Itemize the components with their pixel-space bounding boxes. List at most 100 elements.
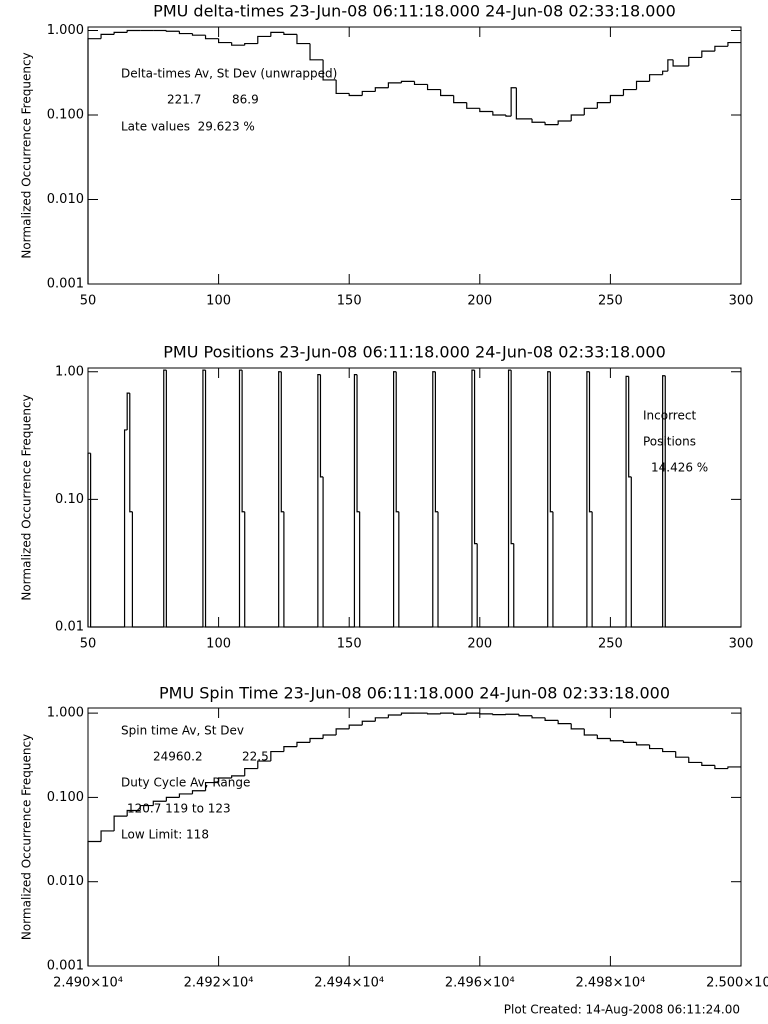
x-tick-label: 50: [80, 637, 97, 652]
annotation: 86.9: [232, 93, 259, 107]
histogram-step: [191, 33, 206, 36]
histogram-step: [395, 371, 399, 513]
histogram-step: [570, 723, 585, 730]
histogram-step: [322, 476, 355, 628]
annotation: Spin time Av, St Dev: [121, 724, 244, 738]
histogram-step: [335, 79, 350, 95]
histogram-step: [359, 511, 394, 628]
histogram-step: [218, 38, 232, 44]
histogram-step: [510, 87, 517, 117]
histogram-step: [361, 720, 376, 726]
histogram-step: [353, 373, 358, 627]
histogram-step: [270, 31, 284, 37]
annotation: 24960.2: [153, 750, 203, 764]
x-tick-label: 300: [729, 294, 754, 309]
histogram-step: [515, 87, 533, 120]
histogram-step: [688, 757, 702, 764]
histogram-step: [531, 715, 546, 719]
y-tick-label: 1.000: [47, 706, 84, 721]
histogram-step: [426, 713, 441, 715]
histogram-step: [398, 511, 433, 628]
histogram-step: [440, 89, 454, 97]
x-tick-label: 150: [337, 294, 362, 309]
histogram-step: [165, 30, 180, 32]
histogram-step: [622, 740, 637, 743]
chart-title: PMU Positions 23-Jun-08 06:11:18.000 24-…: [163, 343, 666, 362]
y-tick-label: 1.00: [55, 364, 84, 379]
histogram-step: [701, 50, 715, 58]
x-tick-label: 2.496×10⁴: [445, 976, 515, 991]
histogram-step: [586, 371, 590, 627]
histogram-step: [648, 744, 663, 750]
annotation: Duty Cycle Av, Range: [121, 776, 250, 790]
histogram-step: [507, 369, 512, 627]
histogram-step: [628, 376, 632, 478]
histogram-step: [557, 120, 572, 125]
x-tick-label: 200: [467, 294, 492, 309]
histogram-step: [667, 59, 674, 72]
histogram-step: [204, 35, 219, 40]
histogram-step: [549, 371, 553, 513]
histogram-step: [630, 476, 663, 628]
histogram-step: [648, 74, 663, 82]
histogram-step: [244, 767, 258, 776]
histogram-step: [361, 90, 376, 96]
histogram-step: [87, 840, 102, 966]
histogram-step: [513, 543, 548, 628]
y-tick-label: 0.01: [55, 620, 84, 635]
histogram-step: [552, 511, 587, 628]
y-tick-label: 0.10: [55, 492, 84, 507]
histogram-step: [100, 33, 115, 39]
histogram-step: [87, 38, 102, 284]
histogram-step: [591, 511, 627, 628]
histogram-step: [241, 370, 245, 513]
histogram-step: [270, 750, 284, 762]
annotation: 22.5: [242, 750, 269, 764]
histogram-step: [434, 371, 439, 513]
histogram-step: [473, 370, 478, 545]
histogram-step: [296, 741, 311, 747]
histogram-step: [570, 114, 585, 121]
histogram-step: [204, 370, 209, 628]
x-tick-label: 100: [206, 637, 231, 652]
histogram-step: [432, 371, 436, 627]
histogram-step: [126, 809, 141, 817]
y-tick-label: 0.100: [47, 790, 84, 805]
histogram-step: [588, 371, 593, 513]
y-tick-label: 0.001: [47, 277, 84, 292]
y-axis-label: Normalized Occurrence Frequency: [20, 52, 34, 258]
y-tick-label: 0.010: [47, 192, 84, 207]
histogram-step: [348, 724, 363, 729]
histogram-step: [178, 31, 193, 35]
histogram-step: [688, 56, 702, 67]
histogram-step: [466, 712, 480, 715]
histogram-step: [283, 32, 297, 35]
histogram-step: [283, 746, 297, 752]
histogram-step: [453, 713, 467, 715]
annotation: Late values 29.623 %: [121, 120, 255, 134]
histogram-step: [531, 118, 546, 123]
histogram-step: [437, 511, 472, 628]
histogram-step: [278, 371, 282, 627]
histogram-step: [244, 42, 258, 46]
histogram-step: [257, 760, 271, 769]
chart-title: PMU Spin Time 23-Jun-08 06:11:18.000 24-…: [159, 684, 670, 703]
histogram-step: [476, 543, 509, 628]
annotation: Low Limit: 118: [121, 828, 209, 842]
histogram-step: [322, 59, 337, 81]
x-tick-label: 2.500×10⁴: [706, 976, 768, 991]
histogram-step: [557, 720, 572, 725]
x-tick-label: 2.498×10⁴: [575, 976, 645, 991]
histogram-step: [296, 34, 311, 45]
histogram-step: [727, 766, 741, 769]
x-tick-label: 150: [337, 637, 362, 652]
histogram-step: [596, 102, 611, 109]
y-tick-label: 0.100: [47, 107, 84, 122]
histogram-step: [400, 712, 415, 715]
histogram-step: [393, 371, 397, 627]
histogram-step: [113, 31, 128, 35]
histogram-step: [400, 80, 415, 83]
histogram-step: [280, 371, 284, 513]
annotation: 221.7: [167, 93, 201, 107]
